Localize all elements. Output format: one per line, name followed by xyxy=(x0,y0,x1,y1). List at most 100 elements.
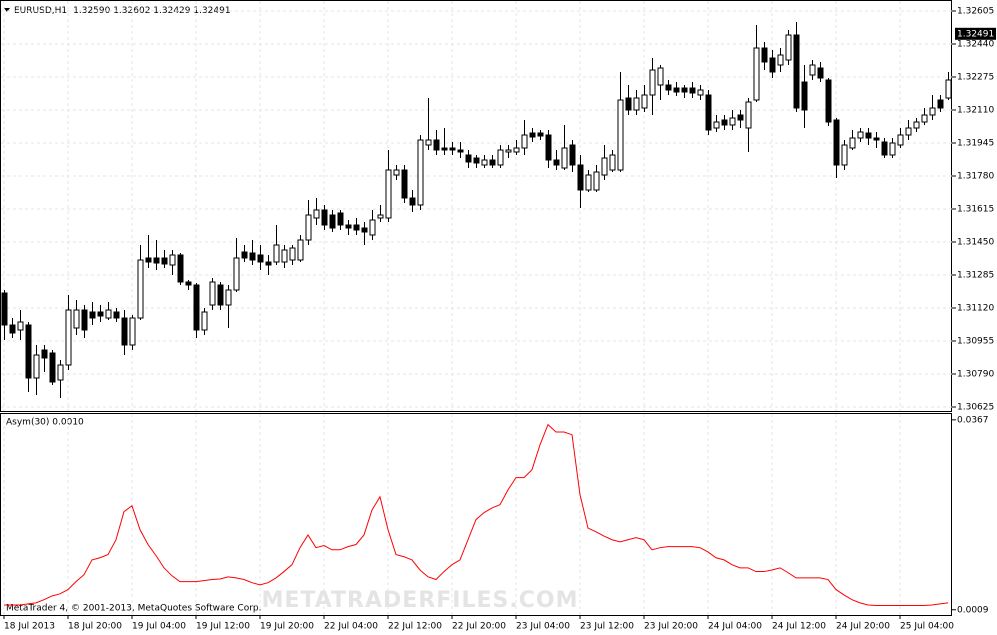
candle-body xyxy=(817,67,824,79)
candle-body xyxy=(145,257,152,263)
x-tick-label: 18 Jul 2013 xyxy=(4,622,55,632)
candle-body xyxy=(321,209,328,226)
candle-body xyxy=(793,34,800,109)
y-tick-label: 1.30955 xyxy=(957,337,994,347)
candle-body xyxy=(897,134,904,146)
candle-body xyxy=(681,87,688,93)
candle-body xyxy=(465,154,472,163)
candle-body xyxy=(849,137,856,149)
candle-body xyxy=(641,94,648,109)
candle-body xyxy=(857,131,864,139)
main-panel xyxy=(0,0,952,412)
candle-body xyxy=(113,311,120,319)
candle-body xyxy=(705,94,712,131)
candle-body xyxy=(401,169,408,199)
candle-body xyxy=(81,309,88,331)
x-tick-label: 24 Jul 12:00 xyxy=(772,622,826,632)
copyright: MetaTrader 4, © 2001-2013, MetaQuotes So… xyxy=(6,604,262,614)
menu-arrow[interactable] xyxy=(4,8,10,12)
candle-body xyxy=(561,147,568,169)
x-tick-label: 23 Jul 12:00 xyxy=(580,622,634,632)
candle-body xyxy=(513,147,520,153)
x-tick-label: 18 Jul 20:00 xyxy=(68,622,122,632)
candle-body xyxy=(297,239,304,261)
candle-body xyxy=(497,149,504,166)
candle-body xyxy=(193,284,200,331)
candle-body xyxy=(265,261,272,266)
candle-body xyxy=(577,164,584,191)
candle-body xyxy=(689,87,696,94)
candle-body xyxy=(905,127,912,136)
candle-body xyxy=(753,47,760,101)
candle-body xyxy=(889,142,896,156)
y-tick-label: 1.31120 xyxy=(957,304,994,314)
candle-body xyxy=(457,149,464,153)
candle-body xyxy=(441,147,448,151)
candle-body xyxy=(97,311,104,317)
candle-body xyxy=(1,292,8,326)
candle-body xyxy=(257,254,264,263)
candle-body xyxy=(105,309,112,319)
candle-body xyxy=(569,144,576,166)
candle-body xyxy=(289,247,296,261)
candle-body xyxy=(873,137,880,141)
candle-body xyxy=(345,224,352,229)
candle-body xyxy=(745,101,752,129)
candle-body xyxy=(377,214,384,219)
candle-body xyxy=(785,34,792,61)
candle-body xyxy=(881,141,888,156)
candle-body xyxy=(17,321,24,331)
symbol: EURUSD,H1 xyxy=(14,6,67,16)
candle-body xyxy=(593,171,600,191)
candle-body xyxy=(609,154,616,171)
candle-body xyxy=(801,81,808,111)
candle-body xyxy=(945,79,952,99)
y-tick-label: 1.31615 xyxy=(957,205,994,215)
y-tick-label: 0.0367 xyxy=(957,415,989,425)
candle-body xyxy=(809,64,816,76)
x-tick-label: 23 Jul 04:00 xyxy=(516,622,570,632)
candle-body xyxy=(913,121,920,129)
candle-body xyxy=(665,84,672,91)
x-tick-label: 23 Jul 20:00 xyxy=(644,622,698,632)
candle-body xyxy=(241,251,248,259)
x-tick-label: 22 Jul 04:00 xyxy=(324,622,378,632)
x-tick-label: 24 Jul 04:00 xyxy=(708,622,762,632)
candle-body xyxy=(729,117,736,126)
candle-body xyxy=(361,227,368,233)
candle-body xyxy=(425,139,432,146)
candle-body xyxy=(409,197,416,206)
candle-body xyxy=(921,114,928,123)
y-tick-label: 1.32275 xyxy=(957,73,994,83)
candle-body xyxy=(417,139,424,206)
candle-body xyxy=(33,354,40,379)
candle-body xyxy=(537,132,544,137)
candle-body xyxy=(673,87,680,93)
candle-body xyxy=(449,147,456,151)
candle-body xyxy=(841,144,848,166)
candle-body xyxy=(209,281,216,306)
x-tick-label: 19 Jul 12:00 xyxy=(196,622,250,632)
candle-body xyxy=(201,311,208,331)
candle-body xyxy=(473,157,480,164)
candle-body xyxy=(57,364,64,381)
x-tick-label: 19 Jul 20:00 xyxy=(260,622,314,632)
candle-body xyxy=(9,324,16,334)
candle-body xyxy=(313,209,320,219)
candle-body xyxy=(737,114,744,121)
indicator-line xyxy=(4,423,949,607)
candle-body xyxy=(929,107,936,116)
candle-body xyxy=(529,132,536,138)
candle-body xyxy=(73,309,80,329)
y-tick-label: 1.32605 xyxy=(957,7,994,17)
candle-body xyxy=(273,244,280,263)
candle-body xyxy=(649,69,656,96)
candle-body xyxy=(545,134,552,161)
candle-body xyxy=(777,54,784,66)
candle-body xyxy=(433,139,440,151)
x-tick-label: 25 Jul 04:00 xyxy=(900,622,954,632)
bid-label-box xyxy=(955,27,996,40)
y-tick-label: 1.30790 xyxy=(957,370,994,380)
y-tick-label: 1.31945 xyxy=(957,139,994,149)
candle-body xyxy=(713,121,720,129)
